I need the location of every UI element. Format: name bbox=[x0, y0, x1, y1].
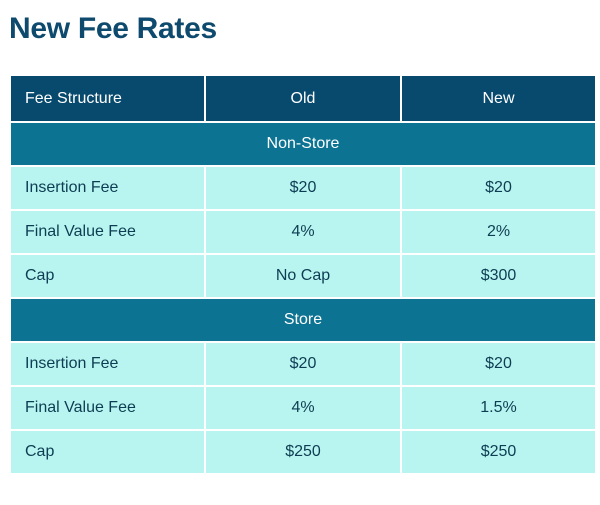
row-label: Cap bbox=[9, 253, 206, 299]
header-fee-structure: Fee Structure bbox=[9, 74, 206, 123]
old-value: $20 bbox=[204, 341, 402, 387]
section-row-store: Store bbox=[9, 297, 597, 343]
header-old: Old bbox=[204, 74, 402, 123]
row-label: Insertion Fee bbox=[9, 341, 206, 387]
new-value: $20 bbox=[400, 165, 597, 211]
table-row: Final Value Fee 4% 2% bbox=[9, 209, 597, 255]
section-row-non-store: Non-Store bbox=[9, 121, 597, 167]
old-value: No Cap bbox=[204, 253, 402, 299]
page-title: New Fee Rates bbox=[9, 12, 217, 45]
old-value: $20 bbox=[204, 165, 402, 211]
table-row: Insertion Fee $20 $20 bbox=[9, 165, 597, 211]
table-row: Cap No Cap $300 bbox=[9, 253, 597, 299]
old-value: 4% bbox=[204, 385, 402, 431]
section-label: Non-Store bbox=[9, 121, 597, 167]
row-label: Final Value Fee bbox=[9, 385, 206, 431]
new-value: 1.5% bbox=[400, 385, 597, 431]
header-new: New bbox=[400, 74, 597, 123]
table-row: Cap $250 $250 bbox=[9, 429, 597, 475]
old-value: 4% bbox=[204, 209, 402, 255]
new-value: 2% bbox=[400, 209, 597, 255]
row-label: Final Value Fee bbox=[9, 209, 206, 255]
fee-table: Fee Structure Old New Non-Store Insertio… bbox=[9, 74, 597, 475]
table-row: Insertion Fee $20 $20 bbox=[9, 341, 597, 387]
new-value: $300 bbox=[400, 253, 597, 299]
row-label: Insertion Fee bbox=[9, 165, 206, 211]
table-header-row: Fee Structure Old New bbox=[9, 74, 597, 123]
new-value: $250 bbox=[400, 429, 597, 475]
table-row: Final Value Fee 4% 1.5% bbox=[9, 385, 597, 431]
row-label: Cap bbox=[9, 429, 206, 475]
old-value: $250 bbox=[204, 429, 402, 475]
new-value: $20 bbox=[400, 341, 597, 387]
section-label: Store bbox=[9, 297, 597, 343]
